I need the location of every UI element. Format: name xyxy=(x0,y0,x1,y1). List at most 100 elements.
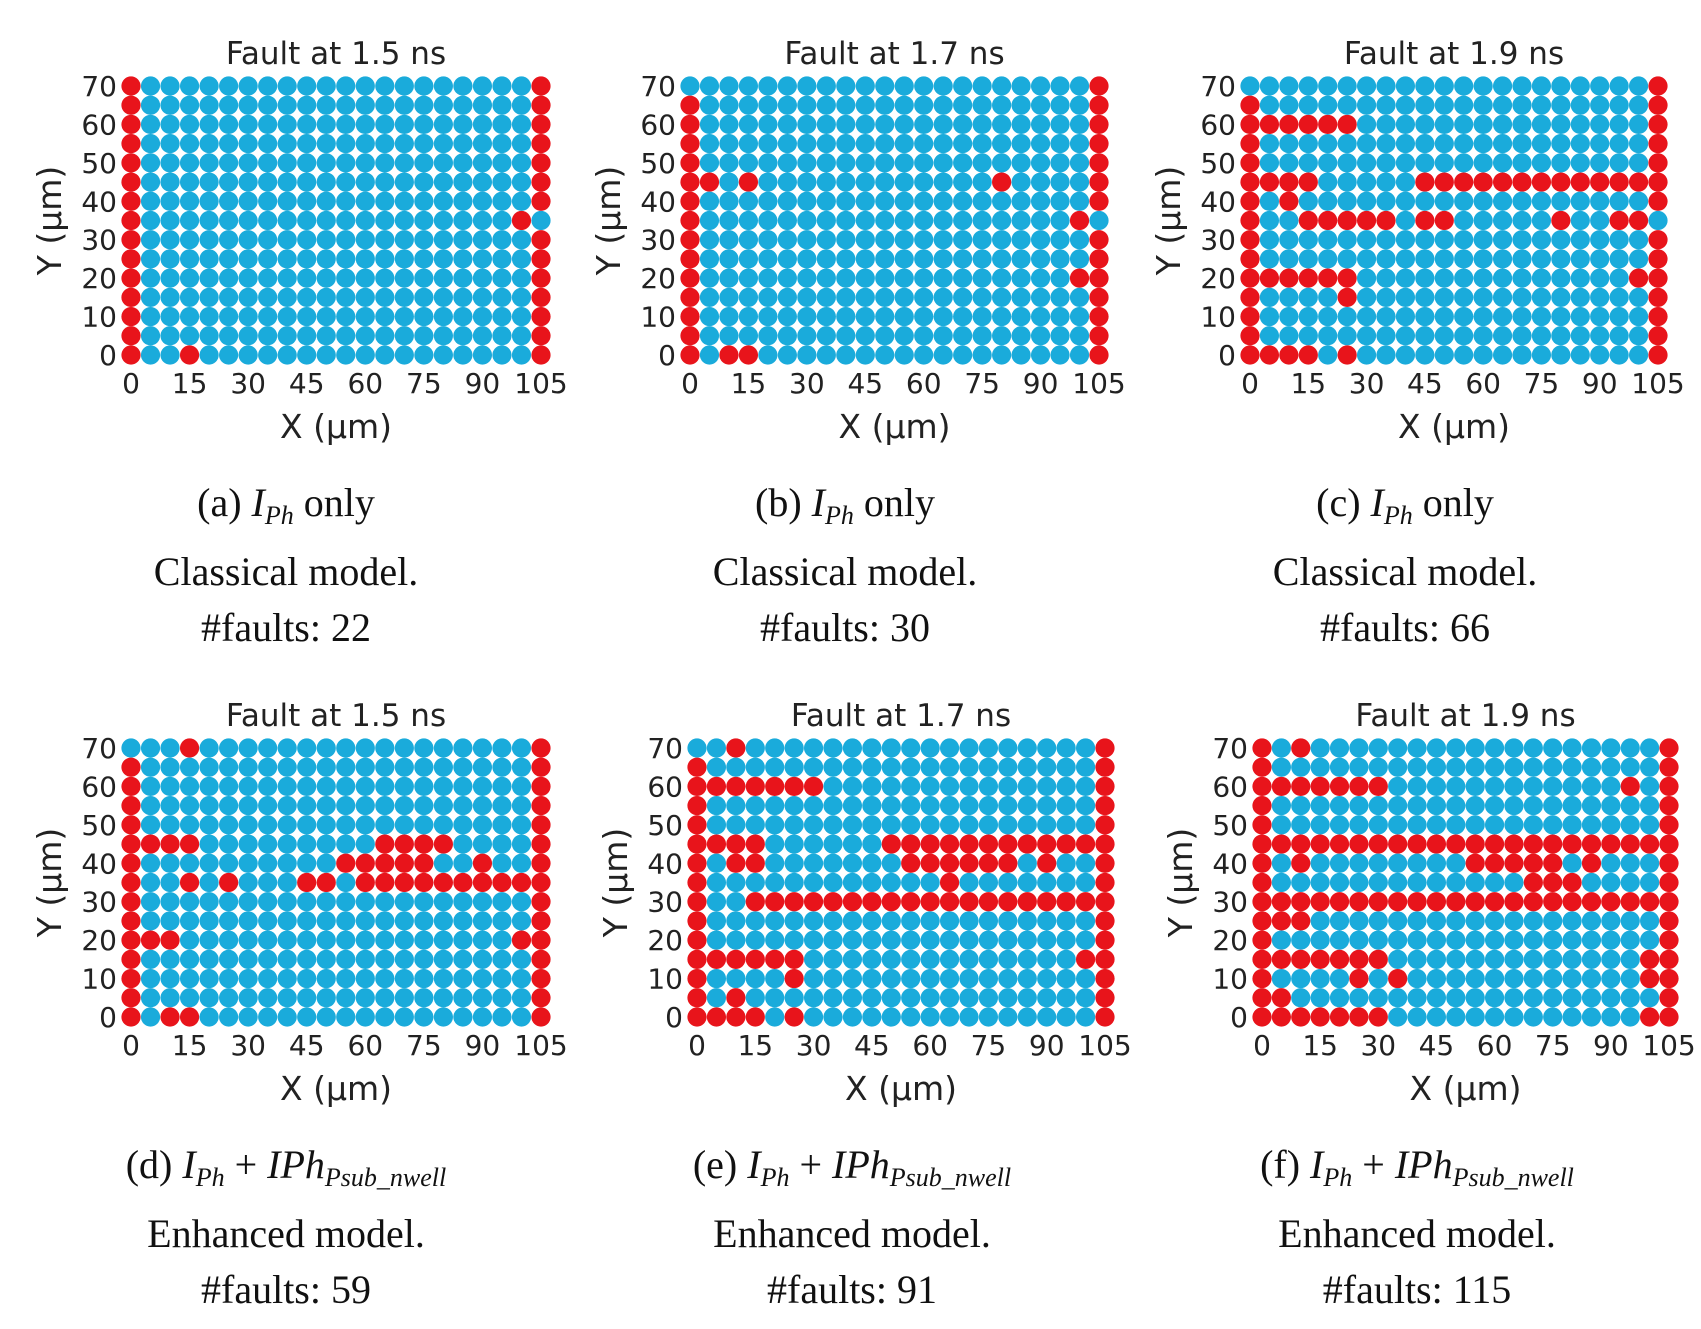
ok-point xyxy=(336,306,356,327)
fault-point xyxy=(1659,968,1679,989)
ok-point xyxy=(219,834,239,854)
fault-point xyxy=(121,191,141,211)
ok-point xyxy=(881,949,901,969)
ok-point xyxy=(777,95,797,115)
x-tick-label: 15 xyxy=(1302,1029,1338,1062)
ok-point xyxy=(160,210,180,231)
ok-point xyxy=(355,930,375,950)
x-tick-label: 45 xyxy=(854,1029,890,1062)
ok-point xyxy=(336,892,356,912)
ok-point xyxy=(375,815,395,835)
ok-point xyxy=(706,853,727,873)
ok-point xyxy=(1271,853,1291,873)
ok-point xyxy=(179,306,200,327)
fault-point xyxy=(1388,968,1408,989)
ok-point xyxy=(355,776,375,797)
ok-point xyxy=(1446,796,1466,816)
caption-subscript: Ph xyxy=(760,1163,790,1192)
ok-point xyxy=(355,892,375,912)
ok-point xyxy=(316,949,336,969)
fault-point xyxy=(1089,153,1109,173)
ok-point xyxy=(179,210,200,231)
ok-point xyxy=(1017,757,1037,777)
ok-point xyxy=(1298,249,1318,269)
ok-point xyxy=(1310,853,1330,873)
ok-point xyxy=(199,988,219,1008)
ok-point xyxy=(258,249,278,269)
ok-point xyxy=(719,114,739,135)
fault-point xyxy=(1095,892,1115,912)
x-tick-label: 0 xyxy=(688,1029,706,1062)
ok-point xyxy=(1454,76,1474,96)
ok-point xyxy=(1356,249,1377,269)
ok-point xyxy=(1271,930,1291,950)
fault-point xyxy=(1648,134,1668,154)
fault-point xyxy=(1069,210,1090,231)
ok-point xyxy=(258,230,278,250)
ok-point xyxy=(219,930,239,950)
ok-point xyxy=(706,757,727,777)
ok-point xyxy=(1590,306,1610,327)
ok-point xyxy=(1388,911,1408,931)
ok-point xyxy=(394,968,414,989)
ok-point xyxy=(316,210,336,231)
caption-line-1: (e) IPh + IPhPsub_nwell xyxy=(632,1137,1072,1206)
ok-point xyxy=(1075,853,1096,873)
ok-point xyxy=(1388,930,1408,950)
ok-point xyxy=(219,1007,239,1027)
ok-point xyxy=(836,114,856,135)
ok-point xyxy=(355,345,375,365)
ok-point xyxy=(1279,76,1299,96)
ok-point xyxy=(492,988,512,1008)
ok-point xyxy=(1543,738,1563,758)
x-tick-label: 75 xyxy=(1524,367,1560,400)
ok-point xyxy=(738,249,759,269)
ok-point xyxy=(881,776,901,797)
ok-point xyxy=(699,210,720,231)
ok-point xyxy=(1271,815,1291,835)
x-axis-label: X (μm) xyxy=(1410,1069,1522,1108)
ok-point xyxy=(1590,268,1610,288)
ok-point xyxy=(1349,930,1369,950)
y-axis-label: Y (μm) xyxy=(30,166,69,277)
ok-point xyxy=(140,153,161,173)
ok-point xyxy=(1609,268,1629,288)
ok-point xyxy=(901,930,921,950)
fault-point xyxy=(121,153,141,173)
ok-point xyxy=(1298,153,1318,173)
ok-point xyxy=(277,776,297,797)
ok-point xyxy=(511,815,532,835)
ok-point xyxy=(394,345,414,365)
ok-point xyxy=(823,738,843,758)
ok-point xyxy=(920,949,940,969)
fault-point xyxy=(862,892,882,912)
ok-point xyxy=(1017,776,1037,797)
ok-point xyxy=(1050,249,1070,269)
fault-point xyxy=(179,872,200,893)
ok-point xyxy=(1426,949,1447,969)
ok-point xyxy=(316,172,336,192)
x-tick-label: 30 xyxy=(230,367,266,400)
ok-point xyxy=(823,949,843,969)
ok-point xyxy=(453,76,473,96)
ok-point xyxy=(855,76,875,96)
ok-point xyxy=(1492,95,1513,115)
ok-point xyxy=(803,1007,824,1027)
ok-point xyxy=(784,738,804,758)
ok-point xyxy=(199,892,219,912)
ok-point xyxy=(1259,249,1280,269)
ok-point xyxy=(1465,872,1485,893)
ok-point xyxy=(855,230,875,250)
ok-point xyxy=(433,134,453,154)
ok-point xyxy=(394,796,414,816)
ok-point xyxy=(1037,738,1057,758)
ok-point xyxy=(316,345,336,365)
fault-point xyxy=(531,1007,551,1027)
ok-point xyxy=(1069,134,1090,154)
ok-point xyxy=(1465,930,1485,950)
ok-point xyxy=(1298,134,1318,154)
ok-point xyxy=(816,134,836,154)
ok-point xyxy=(1531,287,1552,307)
ok-point xyxy=(472,815,493,835)
ok-point xyxy=(453,287,473,307)
